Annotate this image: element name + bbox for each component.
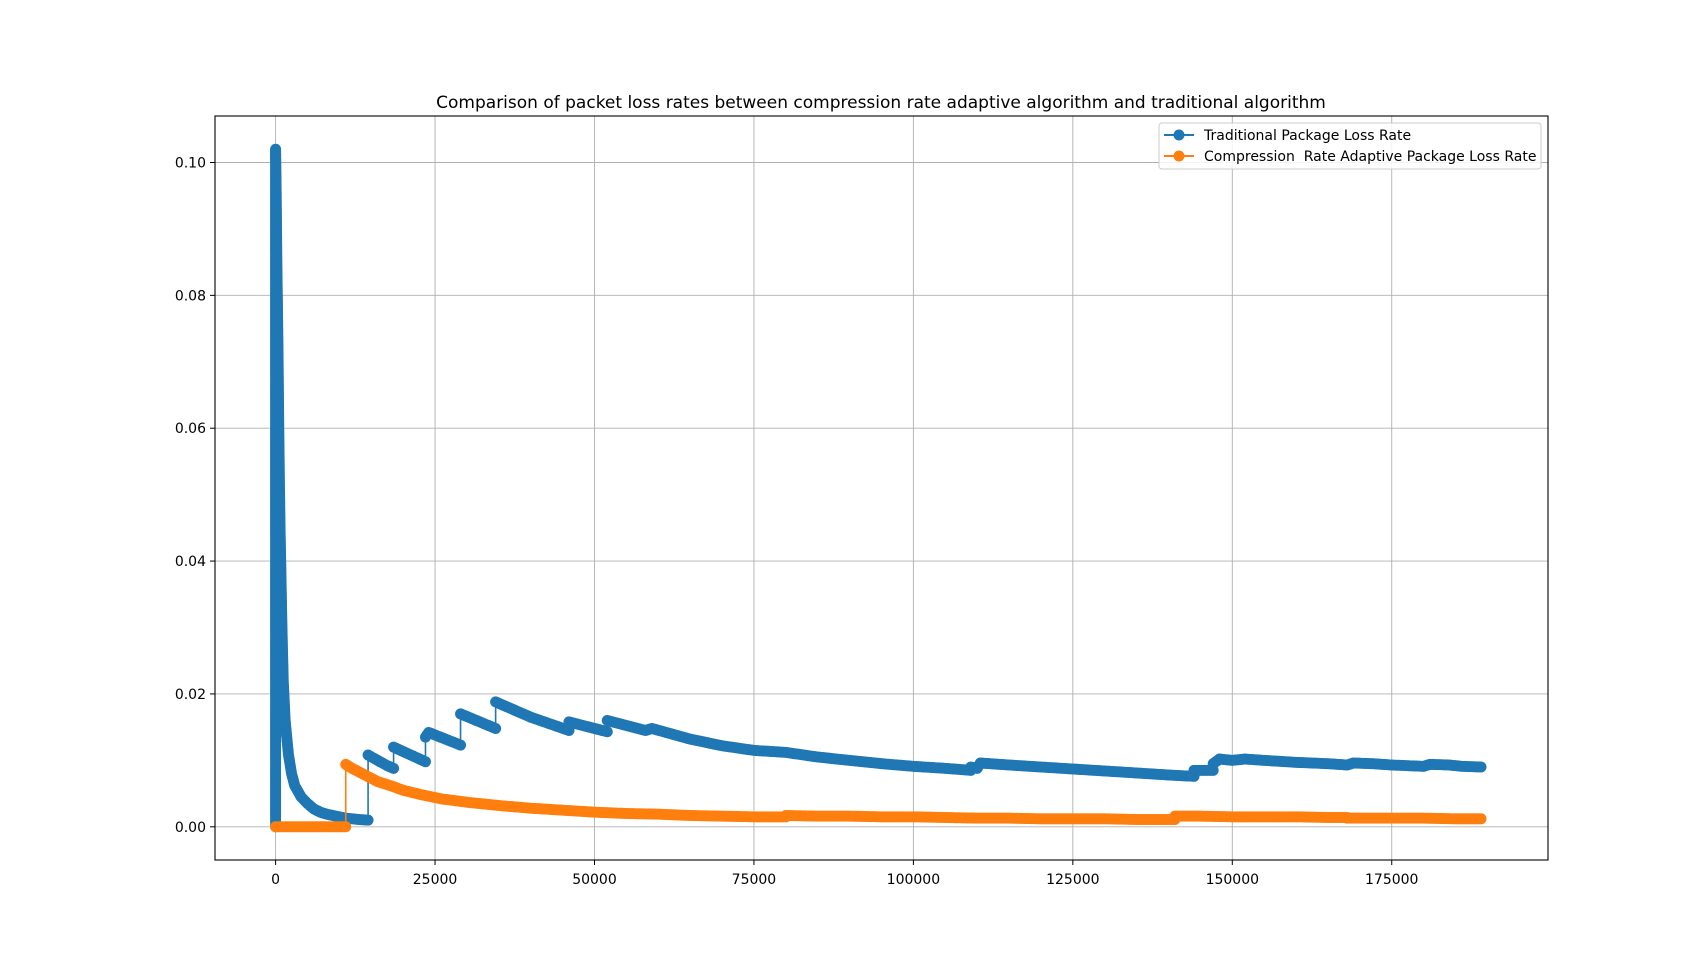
x-tick-label: 150000 [1206, 872, 1259, 888]
x-tick-label: 50000 [572, 872, 617, 888]
data-point [1475, 813, 1487, 825]
x-tick-label: 175000 [1365, 872, 1418, 888]
x-tick-label: 75000 [732, 872, 777, 888]
data-point [388, 762, 400, 774]
grid-lines [215, 116, 1548, 860]
x-tick-label: 0 [271, 872, 280, 888]
data-point [1475, 761, 1487, 773]
data-point [490, 722, 502, 734]
y-tick-label: 0.10 [175, 156, 206, 172]
series-traditional [270, 143, 1487, 833]
axis-ticks: 0 25000 50000 75000 100000 125000 150000 175000… [175, 156, 1419, 889]
x-tick-label: 25000 [413, 872, 458, 888]
data-point [419, 756, 431, 768]
legend-marker-traditional [1173, 129, 1185, 141]
y-tick-label: 0.08 [175, 288, 206, 304]
x-tick-label: 125000 [1046, 872, 1099, 888]
legend-label-adaptive: Compression Rate Adaptive Package Loss R… [1204, 149, 1536, 165]
legend: Traditional Package Loss Rate Compressio… [1158, 122, 1542, 170]
x-tick-label: 100000 [887, 872, 940, 888]
data-point [362, 814, 374, 826]
y-tick-label: 0.04 [175, 554, 206, 570]
y-tick-label: 0.00 [175, 820, 206, 836]
data-point [601, 726, 613, 738]
series-adaptive [270, 758, 1487, 833]
legend-marker-adaptive [1173, 150, 1185, 162]
y-tick-label: 0.06 [175, 421, 206, 437]
series-layer [270, 143, 1487, 833]
chart-title: Comparison of packet loss rates between … [436, 93, 1326, 113]
data-point [340, 821, 352, 833]
y-tick-label: 0.02 [175, 687, 206, 703]
plot-frame [214, 115, 1549, 861]
data-point [455, 739, 467, 751]
legend-box [1158, 122, 1542, 170]
legend-label-traditional: Traditional Package Loss Rate [1203, 128, 1411, 144]
